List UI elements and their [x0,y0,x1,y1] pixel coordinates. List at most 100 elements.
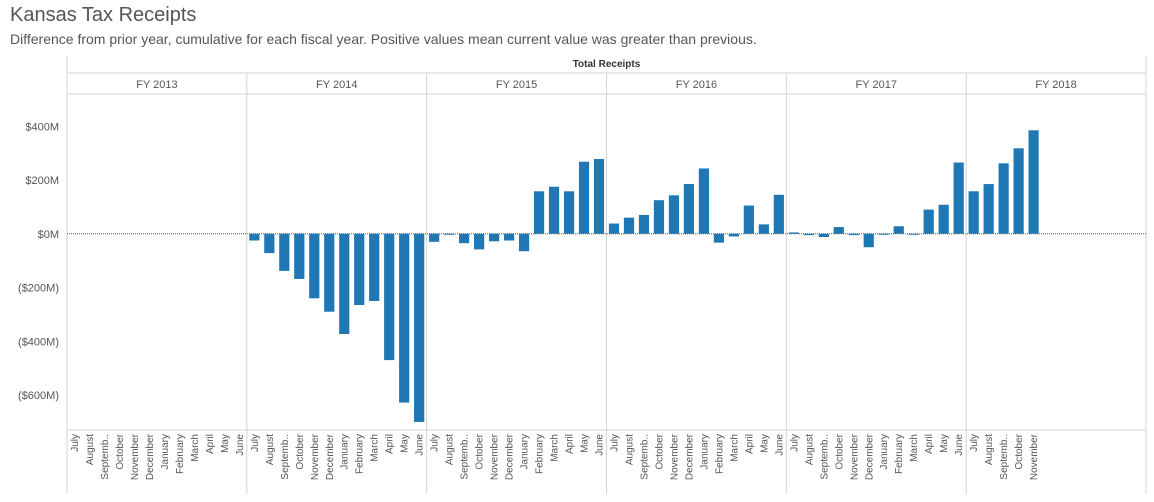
x-tick-label: August [265,434,276,465]
y-tick-label: ($400M) [18,336,59,348]
bar [294,233,305,279]
panel-label: FY 2018 [1035,79,1076,91]
bar [563,191,575,234]
x-tick-label: April [924,434,935,454]
x-tick-label: February [894,434,905,474]
bar [968,191,979,234]
x-tick-label: January [340,434,351,470]
x-tick-label: August [445,434,456,465]
x-tick-label: Septemb.. [639,434,650,480]
bar [698,168,710,234]
bar [324,233,335,312]
bar [384,233,395,361]
bar [773,194,784,234]
bar [818,233,829,238]
x-tick-label: February [714,434,725,474]
x-tick-label: November [849,433,860,480]
bar [998,163,1009,234]
bar [728,233,739,237]
x-tick-label: June [415,434,426,456]
x-tick-label: Septemb.. [280,434,291,480]
bar [354,233,365,306]
bar [578,161,590,234]
bar [264,233,275,254]
x-tick-label: October [115,433,126,469]
x-tick-label: January [160,434,171,470]
bar [1028,130,1039,234]
x-tick-label: August [624,434,635,465]
bar [788,232,799,234]
measure-header: Total Receipts [573,59,641,70]
bar [339,233,350,335]
x-tick-label: Septemb.. [999,434,1010,480]
chart-subtitle: Difference from prior year, cumulative f… [10,31,757,47]
x-tick-label: February [175,434,186,474]
bar [399,233,410,403]
x-tick-label: June [774,434,785,456]
bar [803,233,814,236]
x-tick-label: November [130,433,141,480]
y-tick-label: $0M [38,229,59,241]
x-tick-label: July [969,434,980,452]
x-tick-label: December [325,433,336,480]
panel-label: FY 2017 [856,79,897,91]
chart-title: Kansas Tax Receipts [10,4,197,26]
x-tick-label: Septemb.. [819,434,830,480]
bar [548,186,560,234]
x-tick-label: April [744,434,755,454]
bar [593,159,605,234]
bar [848,233,859,236]
x-tick-label: August [804,434,815,465]
x-tick-label: July [250,434,261,452]
bar [758,224,769,234]
x-tick-label: July [70,434,81,452]
bar [833,227,844,234]
x-tick-label: April [205,434,216,454]
x-tick-label: November [310,433,321,480]
x-tick-label: February [535,434,546,474]
x-tick-label: October [1014,433,1025,469]
bar [893,226,904,234]
x-tick-label: Septemb.. [460,434,471,480]
bar [743,205,754,234]
bar [713,233,724,243]
x-tick-label: February [355,434,366,474]
x-tick-label: July [789,434,800,452]
bar [503,233,515,241]
x-tick-label: November [669,433,680,480]
bar [653,200,665,234]
x-tick-label: December [505,433,516,480]
bar [414,233,425,422]
x-tick-label: January [879,434,890,470]
x-tick-label: August [984,434,995,465]
bar [459,233,470,244]
bar [668,195,680,234]
x-tick-label: April [385,434,396,454]
x-tick-label: October [654,433,665,469]
bar [309,233,320,299]
x-tick-label: December [864,433,875,480]
x-tick-label: July [609,434,620,452]
bar [878,233,889,235]
bar [623,217,635,234]
panel-label: FY 2016 [676,79,717,91]
bar [983,184,994,234]
x-tick-label: October [834,433,845,469]
x-tick-label: Septemb.. [100,434,111,480]
bar [1013,148,1024,234]
y-tick-label: $200M [25,175,59,187]
x-tick-label: January [520,434,531,470]
y-tick-label: $400M [25,121,59,133]
x-tick-label: May [580,434,591,453]
bar [489,233,500,242]
x-tick-label: January [699,434,710,470]
x-tick-label: March [370,434,381,462]
x-tick-label: May [759,434,770,453]
panel-label: FY 2015 [496,79,537,91]
bar [279,233,290,271]
x-tick-label: October [475,433,486,469]
x-tick-label: October [295,433,306,469]
bar [923,209,934,234]
bar [533,191,545,234]
